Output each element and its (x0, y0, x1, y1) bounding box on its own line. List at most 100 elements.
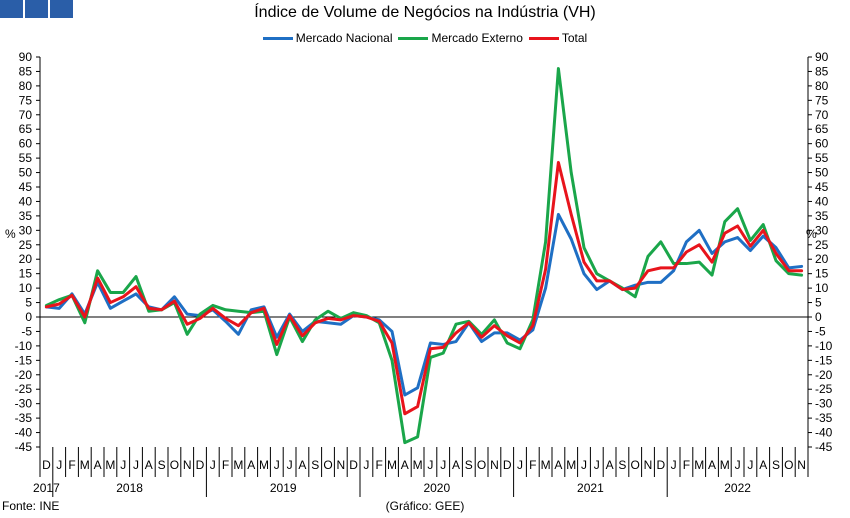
y-tick-label-left: 10 (19, 281, 33, 295)
chart-legend: Mercado Nacional Mercado Externo Total (0, 31, 850, 45)
y-tick-label-right: -35 (815, 411, 833, 425)
logo-block (0, 0, 23, 18)
x-year-label: 2018 (116, 481, 143, 495)
x-tick-label: J (735, 458, 741, 472)
y-tick-label-right: -30 (815, 397, 833, 411)
x-tick-label: M (541, 458, 551, 472)
x-tick-label: F (68, 458, 75, 472)
y-tick-label-right: 5 (815, 296, 822, 310)
x-tick-label: J (56, 458, 62, 472)
x-tick-label: A (247, 458, 255, 472)
logo-block (25, 0, 48, 18)
x-tick-label: J (287, 458, 293, 472)
credit-note: (Gráfico: GEE) (385, 499, 465, 513)
x-tick-label: A (452, 458, 460, 472)
y-tick-label-left: 50 (19, 166, 33, 180)
y-tick-label-right: -15 (815, 353, 833, 367)
x-tick-label: A (94, 458, 102, 472)
x-tick-label: D (349, 458, 358, 472)
x-year-label: 2020 (423, 481, 450, 495)
x-tick-label: M (720, 458, 730, 472)
x-tick-label: M (413, 458, 423, 472)
y-tick-label-left: 70 (19, 108, 33, 122)
y-tick-label-left: -40 (15, 426, 33, 440)
y-tick-label-left: 90 (19, 50, 33, 64)
x-tick-label: O (170, 458, 179, 472)
y-tick-label-right: 75 (815, 93, 829, 107)
y-tick-label-right: 25 (815, 238, 829, 252)
x-tick-label: M (80, 458, 90, 472)
y-tick-label-right: -45 (815, 440, 833, 454)
x-tick-label: A (401, 458, 409, 472)
y-tick-label-right: 20 (815, 252, 829, 266)
y-tick-label-left: 30 (19, 223, 33, 237)
x-tick-label: F (376, 458, 383, 472)
x-tick-label: M (233, 458, 243, 472)
x-tick-label: O (631, 458, 640, 472)
legend-swatch-nacional (262, 36, 293, 40)
x-tick-label: J (594, 458, 600, 472)
y-tick-label-right: 10 (815, 281, 829, 295)
x-tick-label: D (42, 458, 51, 472)
x-year-label: 2021 (577, 481, 604, 495)
x-tick-label: A (759, 458, 767, 472)
x-year-label: 2017 (33, 481, 60, 495)
y-tick-label-left: 80 (19, 79, 33, 93)
y-tick-label-left: 65 (19, 122, 33, 136)
x-tick-label: S (618, 458, 626, 472)
y-tick-label-right: 35 (815, 209, 829, 223)
x-tick-label: J (210, 458, 216, 472)
y-tick-label-left: 40 (19, 194, 33, 208)
y-tick-label-right: 30 (815, 223, 829, 237)
legend-label-externo: Mercado Externo (431, 31, 523, 45)
x-tick-label: S (465, 458, 473, 472)
x-tick-label: A (298, 458, 306, 472)
y-tick-label-left: 25 (19, 238, 33, 252)
y-tick-label-right: 60 (815, 137, 829, 151)
x-tick-label: O (784, 458, 793, 472)
legend-label-nacional: Mercado Nacional (295, 31, 393, 45)
y-tick-label-left: -25 (15, 382, 33, 396)
x-tick-label: F (529, 458, 536, 472)
x-tick-label: F (222, 458, 229, 472)
ine-logo-icon (0, 0, 73, 18)
x-tick-label: M (259, 458, 269, 472)
legend-item-externo: Mercado Externo (398, 31, 523, 45)
y-tick-label-right: 45 (815, 180, 829, 194)
y-tick-label-left: -35 (15, 411, 33, 425)
series-line-externo (44, 67, 804, 445)
x-year-label: 2019 (270, 481, 297, 495)
y-tick-label-left: 75 (19, 93, 33, 107)
x-tick-label: O (323, 458, 332, 472)
y-tick-label-left: 15 (19, 267, 33, 281)
x-tick-label: J (120, 458, 126, 472)
x-tick-label: N (644, 458, 653, 472)
y-tick-label-right: 40 (815, 194, 829, 208)
x-tick-label: N (797, 458, 806, 472)
y-tick-label-left: -30 (15, 397, 33, 411)
y-tick-label-left: -20 (15, 368, 33, 382)
source-note: Fonte: INE (2, 499, 60, 513)
y-tick-label-left: 45 (19, 180, 33, 194)
x-tick-label: O (477, 458, 486, 472)
series-line-total (44, 160, 804, 416)
y-tick-label-left: 5 (25, 296, 32, 310)
x-tick-label: N (183, 458, 192, 472)
y-tick-label-right: -20 (815, 368, 833, 382)
x-tick-label: D (503, 458, 512, 472)
left-axis-unit: % (5, 227, 16, 241)
x-tick-label: J (274, 458, 280, 472)
y-tick-label-left: 85 (19, 64, 33, 78)
x-tick-label: D (196, 458, 205, 472)
y-tick-label-right: -10 (815, 339, 833, 353)
y-tick-label-right: 65 (815, 122, 829, 136)
right-axis-unit: % (806, 227, 817, 241)
y-tick-label-left: -15 (15, 353, 33, 367)
y-tick-label-right: 15 (815, 267, 829, 281)
x-tick-label: J (440, 458, 446, 472)
x-tick-label: M (694, 458, 704, 472)
legend-label-total: Total (561, 31, 588, 45)
chart-title: Índice de Volume de Negócios na Indústri… (254, 4, 596, 21)
x-tick-label: A (145, 458, 153, 472)
y-tick-label-left: 60 (19, 137, 33, 151)
